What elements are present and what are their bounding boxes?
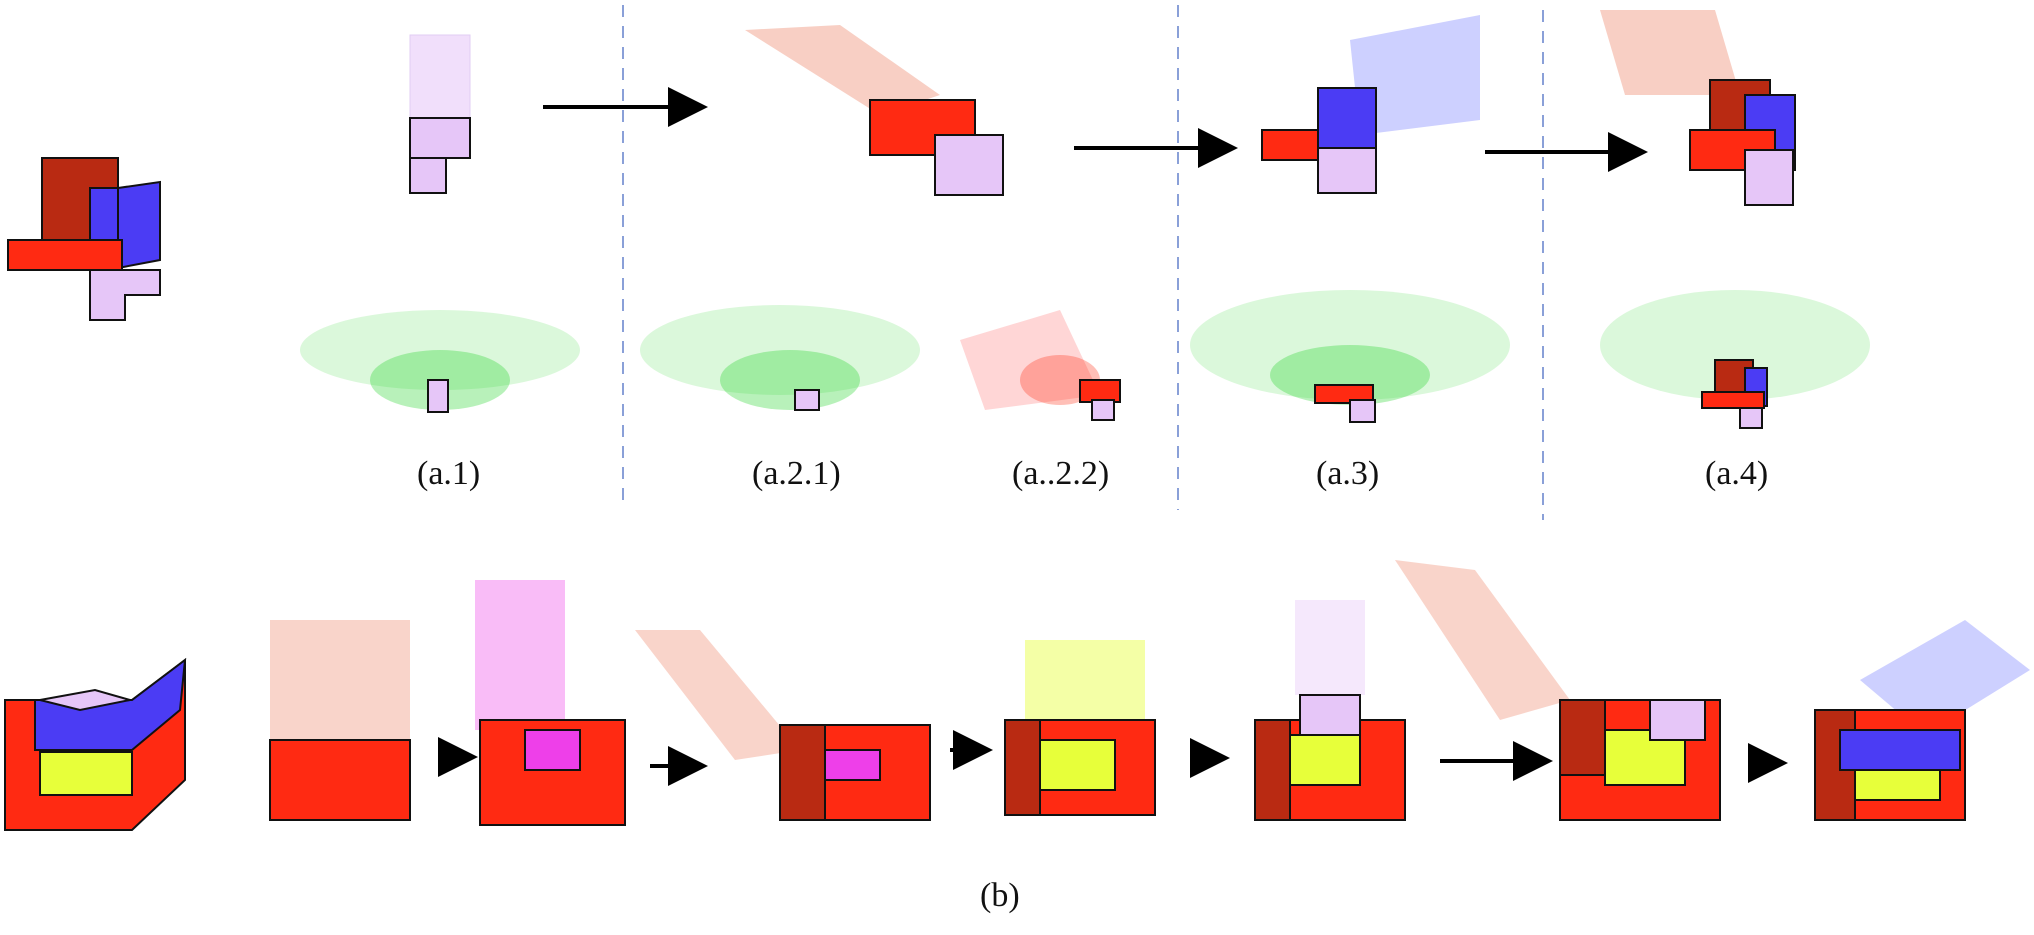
bottom-step-6 [1559,699,1721,821]
top-arrows [543,87,1648,172]
stage-a2-2-clearance [960,310,1121,421]
label-b: (b) [980,877,1020,914]
stage-a4-motion [1600,10,1796,206]
bottom-step-5 [1254,560,1570,821]
stage-a2-1-clearance [640,305,920,411]
bottom-step-3 [635,630,931,821]
bottom-step-7 [1814,620,2030,821]
label-a1: (a.1) [417,455,481,492]
bottom-step-1 [269,620,411,821]
stage-a4-clearance [1600,290,1870,429]
stage-separators [622,5,1544,520]
bottom-assembled-cube [4,657,187,831]
stage-a1-clearance [300,310,580,413]
bottom-step-4 [1004,640,1156,816]
bottom-step-2 [475,580,626,826]
label-a4: (a.4) [1705,455,1769,492]
label-a3: (a.3) [1316,455,1380,492]
stage-a2-1-motion [745,25,1004,196]
assembled-puzzle-4piece [7,157,161,321]
label-a2-2: (a..2.2) [1012,455,1110,492]
label-a2-1: (a.2.1) [752,455,841,492]
stage-a3-clearance [1190,290,1510,423]
stage-a3-motion [1261,15,1480,194]
stage-a1-motion [409,34,471,194]
